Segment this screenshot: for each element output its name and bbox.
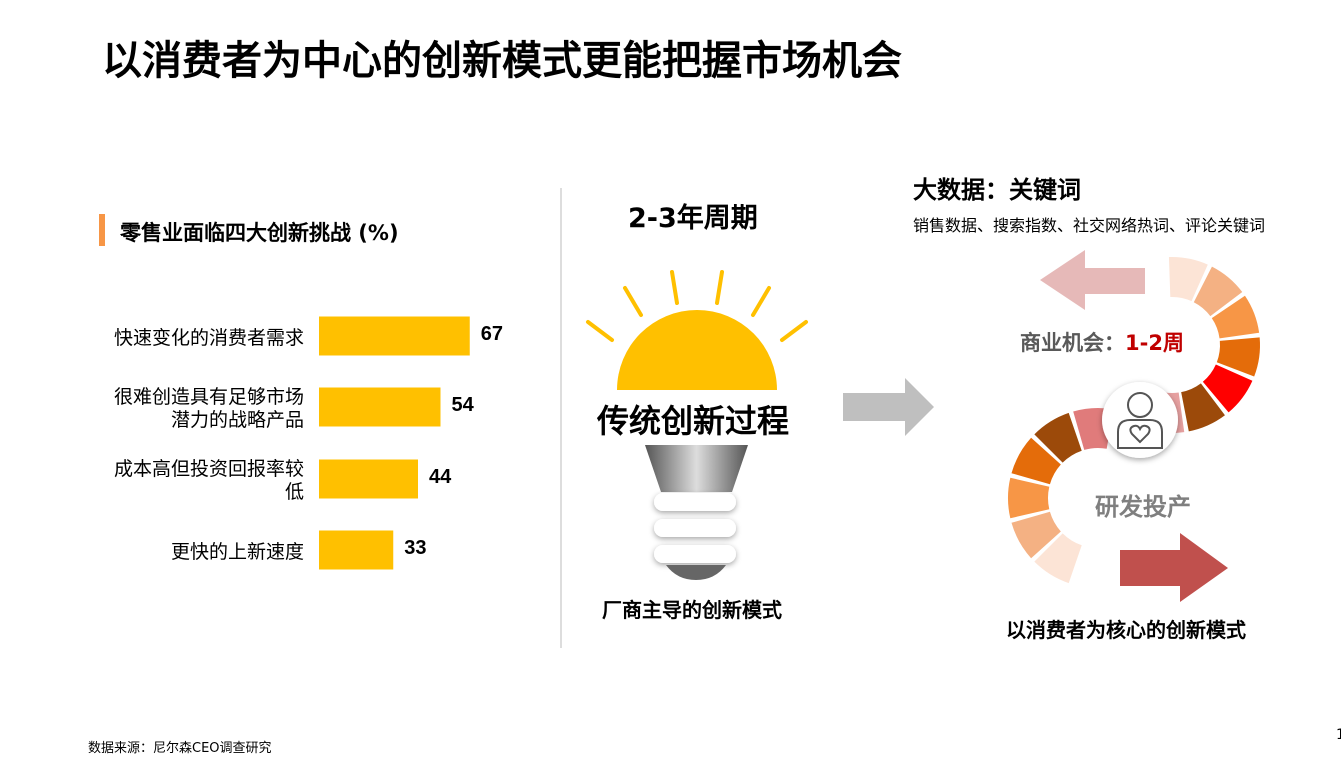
ring-segment xyxy=(1202,363,1253,413)
bar xyxy=(319,530,394,570)
opportunity-time: 1-2周 xyxy=(1125,331,1184,355)
cycle-label: 2-3年周期 xyxy=(628,203,758,234)
slide-title: 以消费者为中心的创新模式更能把握市场机会 xyxy=(102,38,902,84)
ring-segment xyxy=(1011,437,1062,486)
keywords: 销售数据、搜索指数、社交网络热词、评论关键词 xyxy=(913,216,1266,235)
caption: 以消费者为核心的创新模式 xyxy=(1006,618,1246,642)
ring-segment xyxy=(1193,266,1243,317)
ring-segment xyxy=(1011,510,1062,559)
bar xyxy=(319,387,441,427)
bar xyxy=(319,316,470,356)
ring-segment xyxy=(1168,257,1208,302)
value-label: 54 xyxy=(451,394,474,416)
ring-segment xyxy=(1034,532,1083,584)
person-icon xyxy=(1117,392,1163,449)
bar xyxy=(319,459,418,499)
bulb-icon xyxy=(586,270,808,580)
opportunity: 商业机会：1-2周 xyxy=(1020,327,1184,357)
arrow xyxy=(843,378,934,436)
title-marker xyxy=(99,214,105,246)
category-label: 更快的上新速度 xyxy=(170,540,304,563)
caption: 厂商主导的创新模式 xyxy=(602,598,782,622)
s-curve xyxy=(1008,257,1260,584)
arrow xyxy=(1040,250,1145,310)
value-label: 67 xyxy=(480,323,503,345)
ring-segment xyxy=(1034,412,1083,464)
arrow xyxy=(1120,533,1228,602)
page-number: 1 xyxy=(1336,727,1341,743)
ring-segment xyxy=(1008,477,1050,519)
production-label: 研发投产 xyxy=(1095,493,1191,521)
chart-title: 零售业面临四大创新挑战 (%) xyxy=(120,221,399,245)
category-label: 成本高但投资回报率较低 xyxy=(113,458,304,503)
ring-segment xyxy=(1180,382,1225,432)
ring-segment xyxy=(1211,295,1260,340)
ring-segment xyxy=(1216,337,1260,377)
value-label: 33 xyxy=(404,537,427,559)
bulb-label: 传统创新过程 xyxy=(597,402,790,440)
heading: 大数据：关键词 xyxy=(913,176,1081,204)
category-label: 快速变化的消费者需求 xyxy=(113,326,304,349)
category-label: 很难创造具有足够市场潜力的战略产品 xyxy=(113,386,304,431)
opportunity-label: 商业机会： xyxy=(1020,331,1125,355)
value-label: 44 xyxy=(429,466,452,488)
source: 数据来源：尼尔森CEO调查研究 xyxy=(88,741,272,756)
